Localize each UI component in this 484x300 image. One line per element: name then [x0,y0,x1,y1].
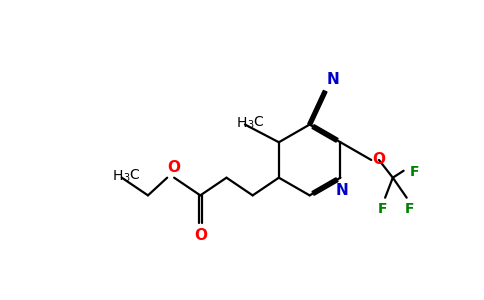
Text: $_3$C: $_3$C [123,168,141,184]
Text: F: F [405,202,414,216]
Text: $_3$C: $_3$C [246,115,264,131]
Text: H: H [236,116,246,130]
Text: O: O [372,152,385,167]
Text: H: H [113,169,123,183]
Text: O: O [195,229,208,244]
Text: O: O [167,160,180,175]
Text: N: N [327,72,339,87]
Text: N: N [335,183,348,198]
Text: F: F [378,202,387,216]
Text: F: F [410,165,419,179]
